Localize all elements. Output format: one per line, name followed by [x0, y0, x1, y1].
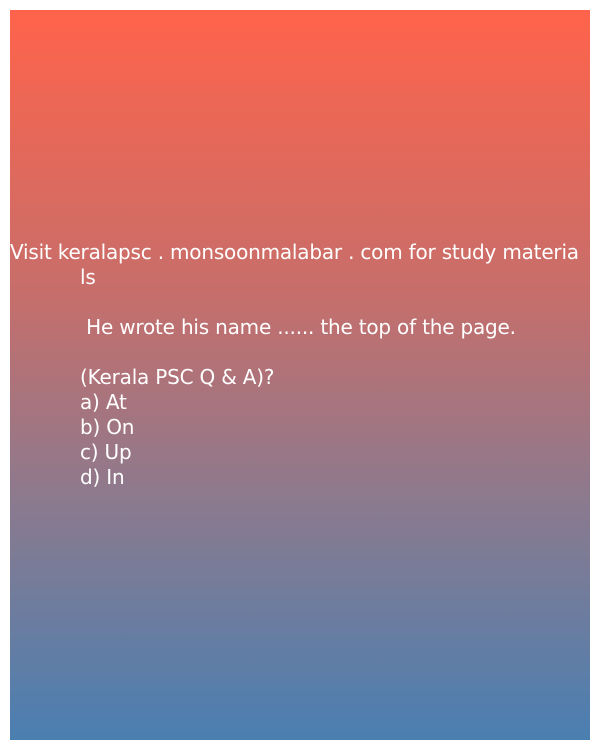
question-text: He wrote his name ...... the top of the … — [80, 315, 516, 339]
question-card: Visit keralapsc . monsoonmalabar . com f… — [10, 10, 590, 740]
visit-text-line-2: ls — [80, 265, 96, 289]
option-b: b) On — [80, 415, 135, 439]
visit-text-line-1: Visit keralapsc . monsoonmalabar . com f… — [10, 240, 579, 264]
spacer — [10, 340, 590, 365]
question-content: Visit keralapsc . monsoonmalabar . com f… — [10, 240, 590, 490]
source-text: (Kerala PSC Q & A)? — [80, 365, 275, 389]
option-d: d) In — [80, 465, 125, 489]
spacer — [10, 290, 590, 315]
option-c: c) Up — [80, 440, 132, 464]
option-a: a) At — [80, 390, 127, 414]
